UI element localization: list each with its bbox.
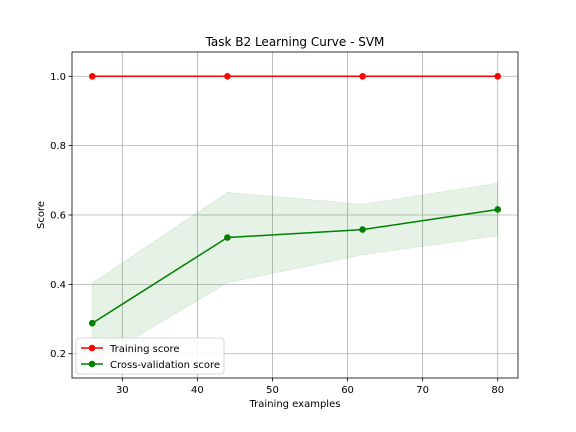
x-tick-label: 40 [191,385,204,396]
chart-title: Task B2 Learning Curve - SVM [205,35,385,49]
cross-validation-score-point [359,226,366,233]
x-axis-label: Training examples [249,399,341,410]
training-score-point [88,72,96,80]
cross-validation-score-point [494,206,502,213]
cross-validation-score-point [224,234,231,241]
legend: Training score Cross-validation score [75,337,225,375]
x-tick-label: 80 [491,385,504,396]
training-score-point [224,72,231,80]
x-tick-label: 50 [266,385,279,396]
training-score-point [494,72,502,80]
series-lines [88,72,502,327]
legend-label-cross-validation: Cross-validation score [110,360,220,371]
y-tick-label: 0.4 [50,280,66,291]
cross-validation-score-point [88,319,96,327]
legend-marker-training [88,344,96,352]
cross-validation-score-band [91,182,499,365]
legend-marker-cross-validation [88,360,96,368]
cross-validation-score-line [91,208,498,324]
x-tick-label: 60 [341,385,354,396]
y-axis-label: Score [36,201,47,229]
legend-box [75,337,225,375]
y-tick-label: 0.6 [50,211,66,222]
y-tick-label: 1.0 [50,72,66,83]
confidence-bands [91,75,499,365]
axis-ticks: 30 40 50 60 70 80 0.2 0.4 0.6 0.8 1.0 [50,72,504,396]
y-tick-label: 0.8 [50,141,66,152]
legend-label-training: Training score [109,344,180,355]
training-score-point [359,72,366,80]
y-tick-label: 0.2 [50,349,66,360]
x-tick-label: 70 [416,385,429,396]
x-tick-label: 30 [116,385,129,396]
